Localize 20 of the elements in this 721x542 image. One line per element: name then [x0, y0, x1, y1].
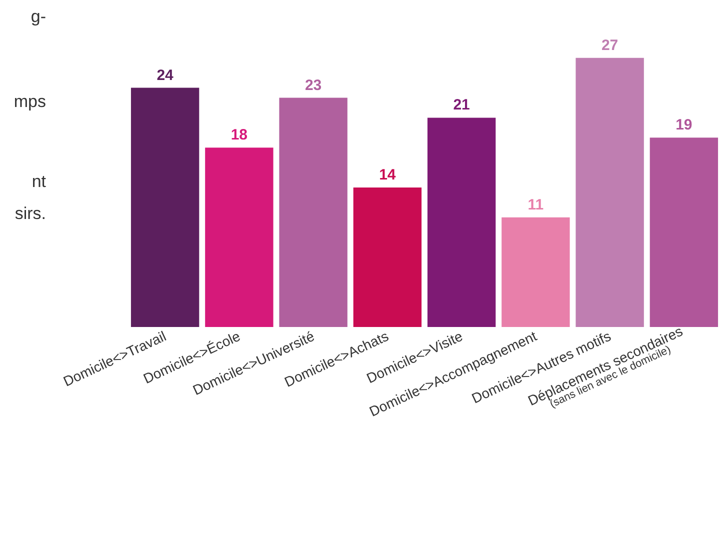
text: g-: [30, 7, 46, 26]
text: sirs.: [14, 204, 46, 223]
text: nt: [32, 172, 46, 191]
text: mps: [14, 92, 46, 111]
bar: [427, 118, 496, 327]
data-label: 14: [379, 166, 396, 184]
bar: [650, 138, 718, 327]
bar: [353, 187, 422, 327]
data-label: 11: [528, 196, 544, 214]
bar: [205, 148, 274, 327]
data-label: 24: [156, 66, 174, 84]
data-label: 27: [601, 36, 618, 54]
data-label: 23: [304, 76, 322, 94]
data-label: 18: [230, 126, 248, 144]
data-label: 21: [453, 96, 470, 114]
bar: [576, 58, 644, 327]
bar: [502, 217, 570, 327]
bar: [279, 98, 348, 327]
bar: [130, 88, 200, 327]
data-label: 19: [676, 116, 692, 134]
